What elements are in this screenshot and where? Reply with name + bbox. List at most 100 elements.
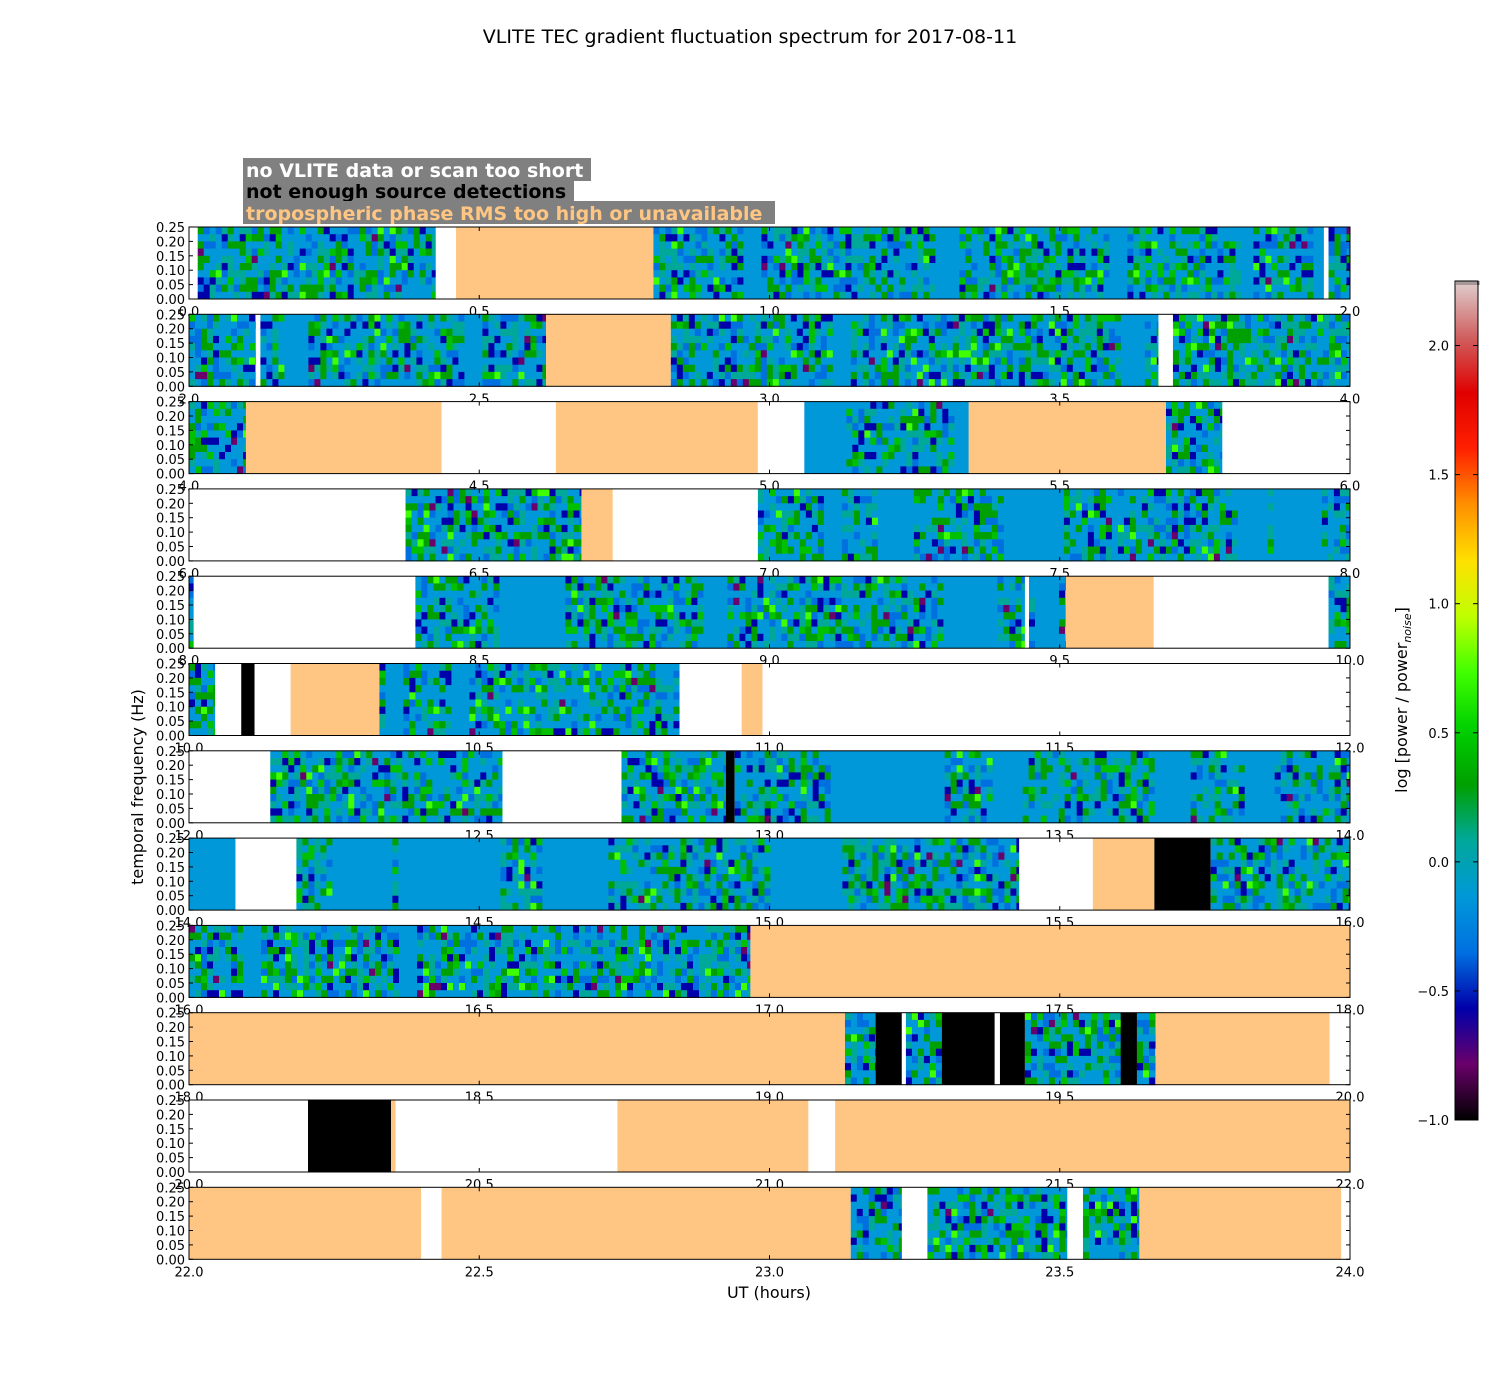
spectrum-cell (1262, 314, 1270, 322)
spectrum-cell (952, 364, 960, 373)
spectrum-cell (904, 321, 912, 330)
spectrum-cell (778, 335, 786, 344)
spectrum-cell (213, 335, 220, 344)
spectrum-cell (676, 328, 684, 337)
spectrum-cell (1184, 321, 1192, 330)
spectrum-cell (1024, 350, 1032, 358)
spectrum-cell (941, 241, 948, 249)
spectrum-cell (1126, 328, 1134, 337)
spectrum-cell (1304, 314, 1312, 322)
spectrum-cell (1054, 343, 1062, 351)
spectrum-cell (870, 401, 877, 410)
spectrum-cell (314, 321, 321, 330)
spectrum-cell (810, 466, 817, 474)
spectrum-cell (713, 234, 720, 242)
spectrum-cell (1298, 343, 1306, 351)
spectrum-cell (362, 371, 369, 380)
spectrum-cell (332, 335, 339, 344)
spectrum-cell (970, 371, 978, 380)
spectrum-cell (706, 364, 714, 373)
spectrum-cell (713, 277, 720, 285)
spectrum-cell (440, 379, 447, 387)
spectrum-cell (389, 248, 397, 257)
spectrum-cell (1217, 248, 1224, 257)
spectrum-cell (954, 401, 961, 410)
spectrum-cell (329, 255, 337, 264)
spectrum-cell (362, 335, 369, 344)
spectrum-cell (290, 335, 297, 344)
spectrum-cell (1049, 255, 1056, 264)
spectrum-cell (1301, 227, 1308, 235)
spectrum-cell (470, 314, 477, 322)
spectrum-cell (1271, 277, 1278, 285)
spectrum-cell (676, 364, 684, 373)
spectrum-cell (1165, 532, 1173, 540)
spectrum-cell (982, 379, 990, 387)
spectrum-cell (1238, 314, 1246, 322)
spectrum-cell (928, 328, 936, 337)
spectrum-cell (810, 401, 817, 410)
spectrum-cell (1015, 503, 1023, 511)
spectrum-cell (1057, 488, 1065, 497)
spectrum-cell (742, 350, 750, 358)
spectrum-cell (925, 546, 933, 555)
spectrum-cell (317, 284, 325, 293)
spectrum-cell (1193, 284, 1200, 293)
spectrum-cell (1102, 321, 1110, 330)
spectrum-cell (862, 343, 870, 351)
spectrum-cell (1159, 488, 1167, 497)
spectrum-cell (796, 371, 804, 380)
spectrum-cell (1147, 524, 1155, 533)
spectrum-cell (1067, 255, 1074, 264)
spectrum-cell (840, 437, 847, 446)
spectrum-cell (299, 291, 307, 300)
spectrum-cell (930, 416, 937, 424)
spectrum-cell (966, 466, 970, 474)
spectrum-cell (808, 328, 816, 337)
spectrum-cell (1079, 284, 1086, 293)
spectrum-cell (904, 357, 912, 366)
spectrum-cell (925, 532, 933, 540)
spectrum-cell (1298, 379, 1306, 387)
spectrum-cell (401, 234, 409, 242)
spectrum-cell (701, 263, 708, 271)
spectrum-cell (888, 452, 895, 460)
spectrum-cell (796, 321, 804, 330)
spectrum-cell (287, 263, 295, 271)
spectrum-cell (1021, 524, 1029, 533)
spectrum-cell (1132, 321, 1140, 330)
spectrum-cell (1129, 553, 1137, 562)
spectrum-cell (827, 255, 834, 264)
spectrum-cell (851, 255, 858, 264)
spectrum-cell (1202, 343, 1210, 351)
spectrum-cell (278, 364, 285, 373)
spectrum-cell (965, 227, 972, 235)
spectrum-cell (1033, 539, 1041, 547)
spectrum-cell (683, 270, 690, 278)
spectrum-cell (955, 553, 963, 562)
spectrum-cell (459, 546, 466, 555)
spectrum-cell (555, 539, 562, 547)
spectrum-cell (225, 452, 232, 460)
spectrum-cell (386, 314, 393, 322)
spectrum-cell (919, 553, 927, 562)
spectrum-cell (802, 335, 810, 344)
spectrum-cell (916, 350, 924, 358)
spectrum-cell (1103, 263, 1110, 271)
spectrum-cell (488, 364, 495, 373)
spectrum-cell (317, 248, 325, 257)
spectrum-cell (1213, 416, 1221, 424)
spectrum-cell (736, 371, 744, 380)
spectrum-cell (875, 270, 882, 278)
spectrum-cell (1175, 234, 1182, 242)
spectrum-cell (1189, 416, 1197, 424)
tropospheric-flag-block (968, 401, 1166, 474)
spectrum-cell (1031, 284, 1038, 293)
spectrum-cell (989, 227, 996, 235)
spectrum-cell (350, 371, 357, 380)
spectrum-cell (1219, 539, 1227, 547)
spectrum-cell (955, 524, 963, 533)
spectrum-cell (1165, 488, 1173, 497)
spectrum-cell (757, 510, 765, 519)
spectrum-cell (1157, 255, 1164, 264)
